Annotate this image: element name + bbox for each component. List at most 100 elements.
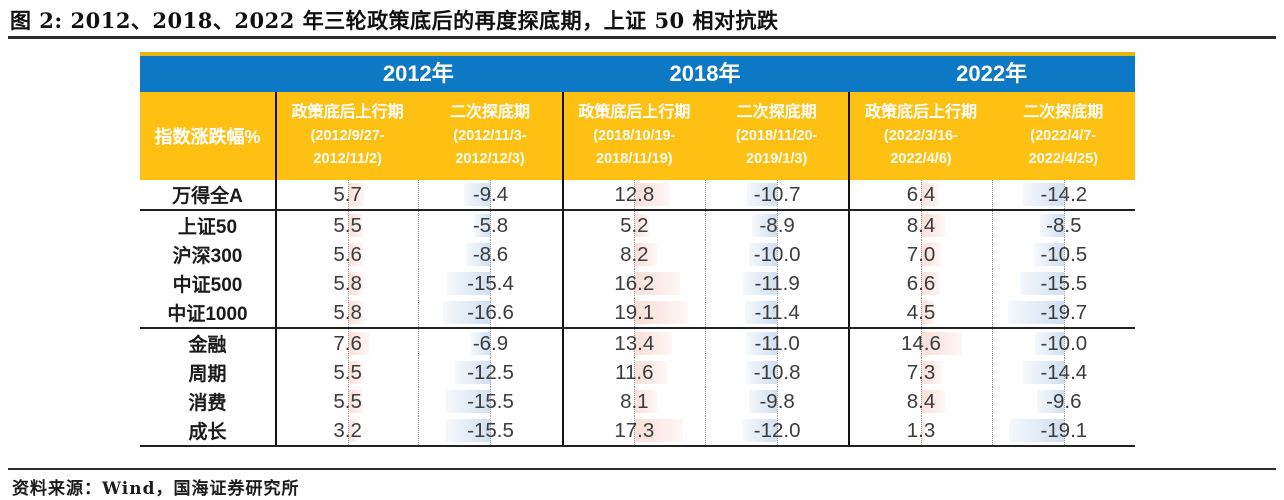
positive-data-bar [347,361,364,384]
negative-data-bar [1009,419,1064,442]
value-cell: 6.6 [848,269,991,298]
negative-data-bar [446,272,491,295]
table-row: 上证50 5.5 -5.8 5.2 -8.9 8.4 -8.5 [140,211,1135,240]
value-cell: -9.8 [704,387,848,416]
value-text: -10.0 [753,243,801,266]
value-text: -8.5 [1046,214,1082,237]
positive-data-bar [920,183,940,206]
column-header-row: 指数涨跌幅% 政策底后上行期 (2012/9/27- 2012/11/2) 二次… [140,92,1135,180]
value-cell: 7.3 [848,358,991,387]
value-cell: 8.4 [848,387,991,416]
value-text: 11.6 [615,361,654,384]
value-text: 5.8 [333,272,362,295]
row-label: 上证50 [177,217,238,238]
negative-data-bar [470,332,491,355]
value-cell: -11.9 [704,269,848,298]
negative-data-bar [1039,214,1064,237]
col-header-period: 2019/1/3) [746,151,808,167]
negative-data-bar [746,361,778,384]
row-label: 沪深300 [172,246,243,267]
value-text: -10.8 [753,361,801,384]
value-cell: -11.0 [704,329,848,358]
col-header-period: 2012/12/3) [455,151,525,167]
positive-data-bar [347,419,357,442]
year-header-2022: 2022年 [956,61,1028,86]
value-cell: -10.5 [991,240,1135,269]
figure-title: 图 2: 2012、2018、2022 年三轮政策底后的再度探底期，上证 50 … [10,8,779,33]
value-text: -10.5 [1040,243,1088,266]
value-cell: 7.0 [848,240,991,269]
value-cell: -5.8 [418,211,561,240]
value-cell: 17.3 [561,416,705,445]
positive-data-bar [347,272,365,295]
value-text: 7.6 [333,332,362,355]
value-text: 16.2 [614,272,655,295]
value-text: -6.9 [472,332,509,355]
col-header-period: (2018/11/20- [735,128,818,144]
value-cell: -19.1 [991,416,1135,445]
positive-data-bar [347,332,370,355]
value-text: -9.4 [472,183,509,206]
row-label: 万得全A [172,186,243,207]
value-text: 5.5 [333,390,362,413]
value-cell: 13.4 [561,329,705,358]
value-text: -10.0 [1040,332,1088,355]
value-cell: -15.5 [418,387,561,416]
value-text: 1.3 [906,419,936,442]
value-cell: -19.7 [991,298,1135,327]
positive-data-bar [634,390,658,413]
year-header-2012: 2012年 [382,61,454,86]
table-top-accent [140,52,1135,56]
positive-data-bar [920,243,941,266]
value-text: 5.5 [333,214,362,237]
row-label: 周期 [188,364,227,385]
value-cell: -12.0 [704,416,848,445]
row-label: 中证1000 [167,304,248,325]
value-text: -19.1 [1040,419,1088,442]
positive-data-bar [634,332,673,355]
value-cell: 3.2 [275,416,418,445]
value-cell: -8.6 [418,240,561,269]
table-row: 沪深300 5.6 -8.6 8.2 -10.0 7.0 -10.5 [140,240,1135,269]
col-header-name: 政策底后上行期 [864,104,977,121]
value-text: 14.6 [901,332,941,355]
value-cell: 5.5 [275,211,418,240]
positive-data-bar [634,272,681,295]
value-text: 7.3 [906,361,936,384]
value-text: -11.9 [754,272,800,295]
value-text: -9.6 [1046,390,1082,413]
negative-data-bar [748,243,778,266]
positive-data-bar [347,243,364,266]
negative-data-bar [1007,301,1064,324]
negative-data-bar [443,301,491,324]
negative-data-bar [1036,390,1064,413]
value-text: 5.6 [333,243,362,266]
value-cell: -8.9 [704,211,848,240]
value-cell: -14.4 [991,358,1135,387]
negative-data-bar [446,419,491,442]
positive-data-bar [634,301,689,324]
col-header-period: (2022/3/16- [883,128,959,144]
value-text: 6.4 [906,183,936,206]
table-row: 中证500 5.8 -15.4 16.2 -11.9 6.6 -15.5 [140,269,1135,298]
value-text: -16.6 [467,301,514,324]
value-cell: 8.1 [561,387,705,416]
positive-data-bar [634,243,658,266]
table-row: 成长 3.2 -15.5 17.3 -12.0 1.3 -19.1 [140,416,1135,445]
value-cell: -10.0 [991,329,1135,358]
negative-data-bar [454,361,491,384]
value-text: -11.4 [754,301,800,324]
value-text: 5.8 [333,301,362,324]
source-divider [8,468,1276,470]
col-header-period: (2012/9/27- [310,128,385,144]
table-row: 金融 7.6 -6.9 13.4 -11.0 14.6 -10.0 [140,329,1135,358]
value-text: -15.5 [467,390,514,413]
positive-data-bar [920,272,940,295]
value-text: 13.4 [614,332,655,355]
value-text: -15.5 [1040,272,1088,295]
table-row: 周期 5.5 -12.5 11.6 -10.8 7.3 -14.4 [140,358,1135,387]
value-text: 12.8 [614,183,655,206]
positive-data-bar [347,390,364,413]
negative-data-bar [1023,183,1064,206]
value-text: -19.7 [1040,301,1088,324]
